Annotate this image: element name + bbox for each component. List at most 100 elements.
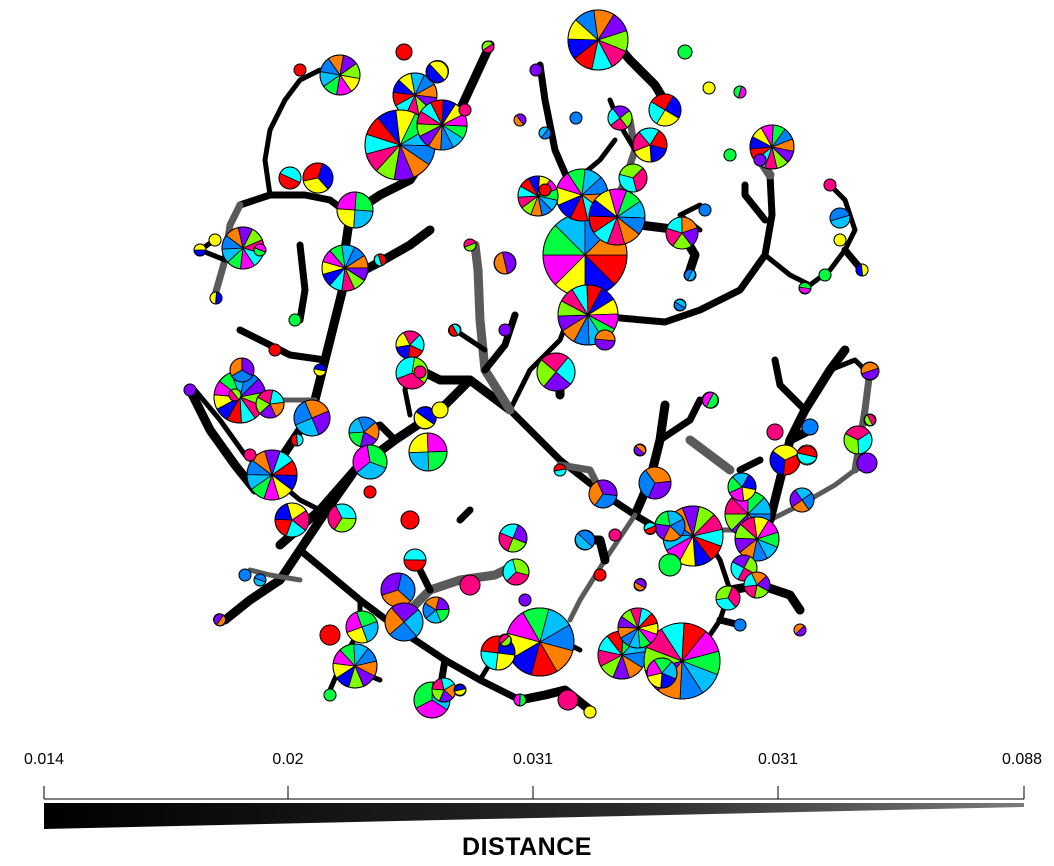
network-node <box>574 529 596 551</box>
node-outline <box>796 444 818 466</box>
network-node <box>431 401 449 419</box>
network-node <box>818 268 832 282</box>
network-node <box>633 578 647 592</box>
network-node <box>517 175 559 217</box>
tick-label-2: 0.031 <box>512 751 554 768</box>
node-outline <box>290 433 304 447</box>
node-slice <box>860 263 869 277</box>
node-outline <box>253 573 267 587</box>
node-outline <box>209 291 223 305</box>
node-slice <box>193 249 207 257</box>
tree-branch <box>481 311 519 374</box>
network-node <box>228 388 242 402</box>
network-node <box>384 602 424 642</box>
node-outline <box>632 127 668 163</box>
node-outline <box>798 281 812 295</box>
tree-branch <box>470 240 515 415</box>
node-outline <box>823 178 837 192</box>
network-node <box>633 443 647 457</box>
node-outline <box>715 585 741 611</box>
network-node <box>588 479 618 509</box>
node-outline <box>730 554 758 582</box>
node-outline <box>183 383 197 397</box>
node-outline <box>829 207 851 229</box>
tick-label-3: 0.031 <box>757 751 799 768</box>
network-node <box>833 233 847 247</box>
node-outline <box>229 357 255 383</box>
node-outline <box>538 183 552 197</box>
tree-branch <box>656 396 704 444</box>
tree-branch <box>771 356 809 414</box>
network-node <box>860 361 880 381</box>
node-outline <box>498 633 512 647</box>
network-node <box>662 505 724 567</box>
node-outline <box>255 389 285 419</box>
node-outline <box>278 166 302 190</box>
node-outline <box>193 243 207 257</box>
node-outline <box>766 423 784 441</box>
node-outline <box>643 521 657 535</box>
node-outline <box>413 406 437 430</box>
node-outline <box>493 251 517 275</box>
node-outline <box>677 44 693 60</box>
node-outline <box>734 516 780 562</box>
node-outline <box>345 610 379 644</box>
network-node <box>793 623 807 637</box>
node-outline <box>321 244 369 292</box>
node-outline <box>408 432 448 472</box>
node-outline <box>480 635 516 671</box>
node-outline <box>513 693 527 707</box>
network-node <box>208 233 222 247</box>
network-node <box>608 528 622 542</box>
tree-branch <box>262 67 323 198</box>
network-node <box>518 593 532 607</box>
node-outline <box>274 502 310 538</box>
node-outline <box>498 323 512 337</box>
network-node <box>502 558 530 586</box>
network-node <box>843 425 873 455</box>
network-node <box>733 618 747 632</box>
network-node <box>702 81 716 95</box>
node-outline <box>557 689 579 711</box>
network-node <box>529 63 543 77</box>
network-node <box>380 572 416 608</box>
network-node <box>632 127 668 163</box>
network-node <box>321 244 369 292</box>
node-outline <box>583 705 597 719</box>
network-node <box>288 313 302 327</box>
node-outline <box>855 263 869 277</box>
network-node <box>278 166 302 190</box>
network-node <box>553 463 567 477</box>
network-node <box>459 574 481 596</box>
network-node <box>413 365 427 379</box>
network-node <box>588 188 646 246</box>
node-outline <box>793 623 807 637</box>
node-outline <box>860 361 880 381</box>
node-slice <box>495 652 516 671</box>
network-node <box>255 389 285 419</box>
node-outline <box>363 485 377 499</box>
network-node <box>268 343 282 357</box>
tree-branch <box>736 456 764 474</box>
network-node <box>481 40 495 54</box>
node-outline <box>646 657 678 689</box>
node-outline <box>323 688 337 702</box>
network-node <box>422 596 450 624</box>
node-outline <box>665 216 699 250</box>
network-node <box>395 43 413 61</box>
node-outline <box>701 391 719 409</box>
tree-branch <box>185 385 260 495</box>
network-node <box>274 502 310 538</box>
node-outline <box>643 622 721 700</box>
node-outline <box>638 466 672 500</box>
node-outline <box>293 63 307 77</box>
network-node <box>493 251 517 275</box>
network-node <box>505 607 575 677</box>
node-outline <box>538 126 552 140</box>
tree-branch <box>236 326 329 364</box>
network-node <box>823 178 837 192</box>
node-outline <box>422 596 450 624</box>
node-outline <box>618 163 648 193</box>
network-node <box>723 148 737 162</box>
node-outline <box>648 93 682 127</box>
